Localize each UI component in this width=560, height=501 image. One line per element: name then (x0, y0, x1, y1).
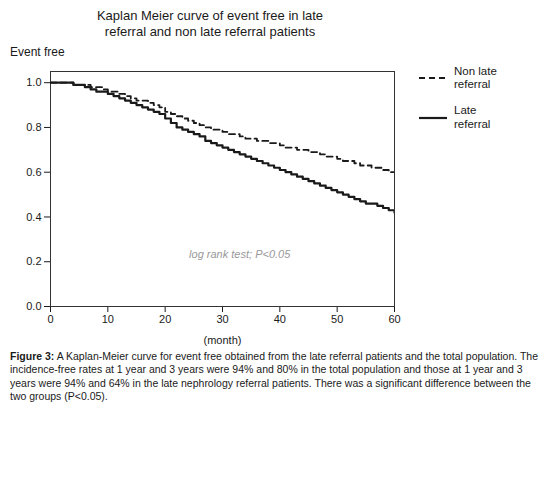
svg-text:30: 30 (216, 313, 228, 325)
html-text:Figure 3: A Kaplan-Meier curve: Figure 3: A Kaplan-Meier curve for event… (10, 349, 538, 403)
svg-text:log rank test; P<0.05: log rank test; P<0.05 (189, 248, 291, 260)
svg-text:0.4: 0.4 (26, 210, 41, 222)
html-text:Non late referral: Non late referral (454, 64, 497, 91)
svg-text:20: 20 (159, 313, 171, 325)
svg-text:0.0: 0.0 (26, 300, 41, 312)
svg-text:(month): (month) (204, 333, 242, 345)
html-text:Kaplan Meier curve of event fr: Kaplan Meier curve of event free in late… (96, 8, 324, 40)
svg-text:0.2: 0.2 (26, 255, 41, 267)
svg-text:0.6: 0.6 (26, 165, 41, 177)
svg-text:10: 10 (102, 313, 114, 325)
svg-text:40: 40 (274, 313, 286, 325)
svg-text:0.8: 0.8 (26, 120, 41, 132)
html-text:Late referral: Late referral (454, 104, 491, 130)
html-text:Event free: Event free (10, 44, 65, 59)
svg-text:50: 50 (331, 313, 343, 325)
svg-text:1.0: 1.0 (26, 76, 41, 88)
svg-text:60: 60 (388, 313, 400, 325)
svg-text:0: 0 (47, 313, 53, 325)
